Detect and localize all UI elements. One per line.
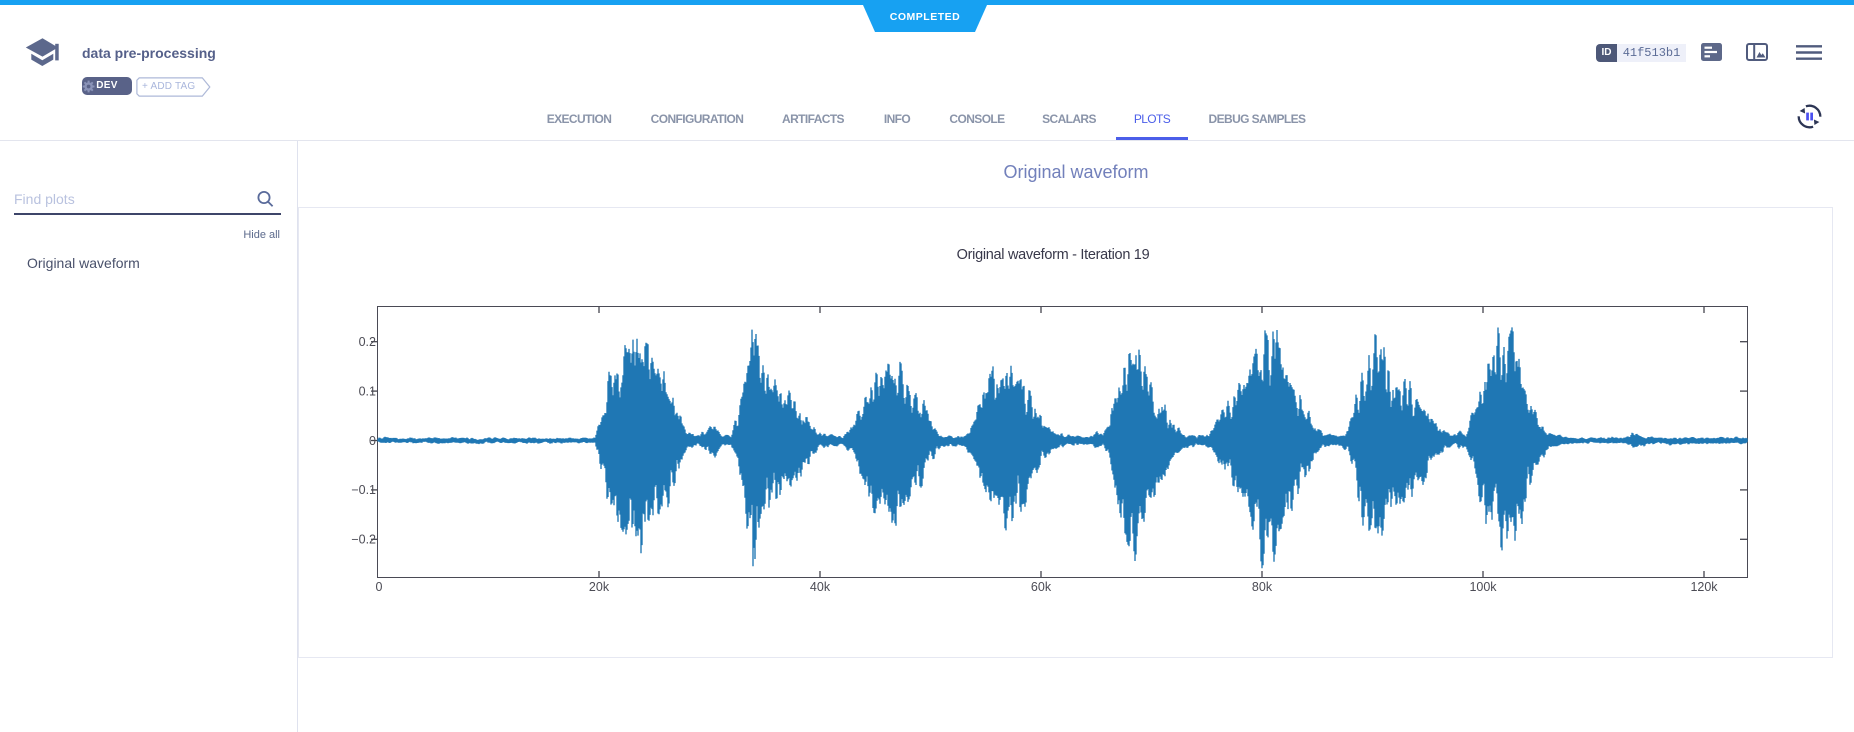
svg-text:0.1: 0.1 [359,384,376,398]
svg-text:−0.2: −0.2 [351,533,376,547]
svg-text:0.2: 0.2 [359,335,376,349]
svg-text:0: 0 [376,580,383,594]
svg-text:0: 0 [369,434,376,448]
svg-text:40k: 40k [810,580,831,594]
svg-text:20k: 20k [589,580,610,594]
svg-text:100k: 100k [1469,580,1497,594]
svg-text:−0.1: −0.1 [351,483,376,497]
svg-text:120k: 120k [1690,580,1718,594]
svg-text:80k: 80k [1252,580,1273,594]
svg-text:60k: 60k [1031,580,1052,594]
